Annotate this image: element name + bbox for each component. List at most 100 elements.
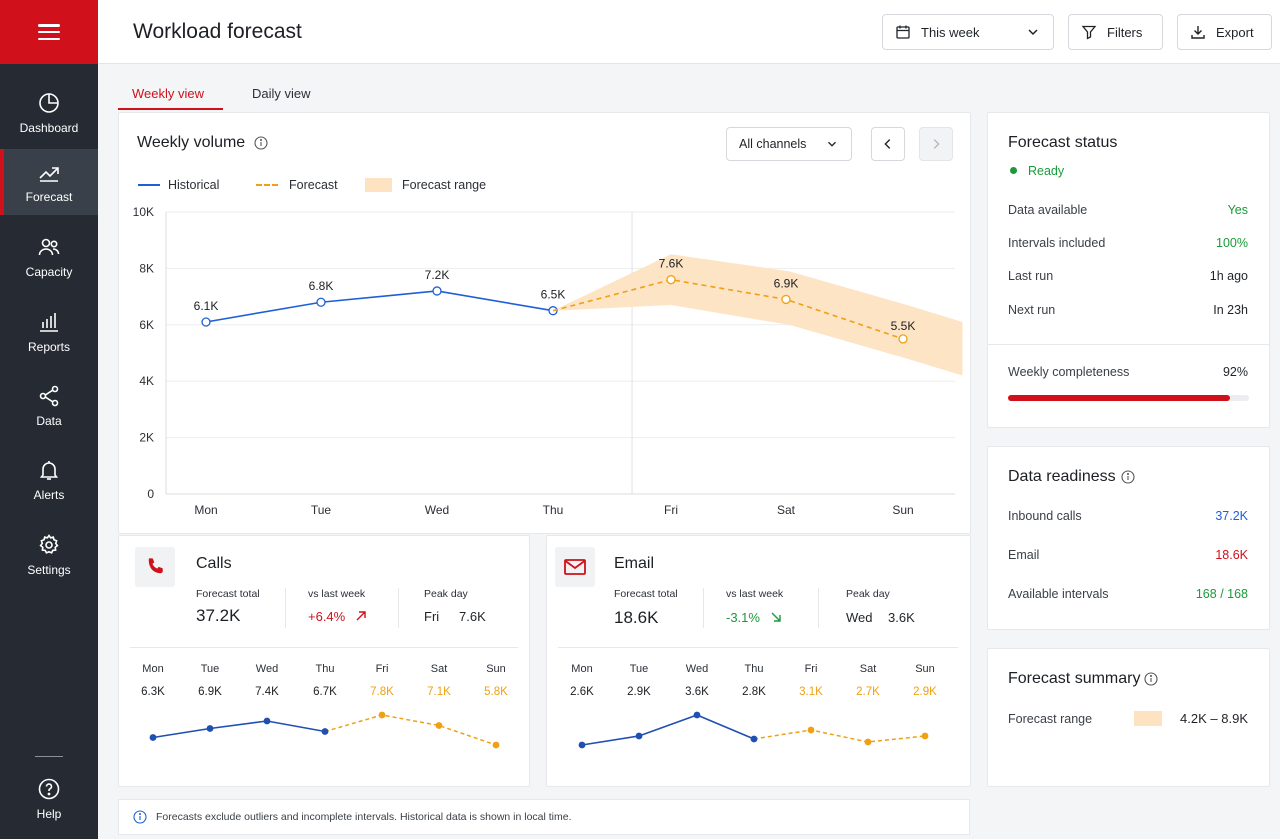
sidebar-item-forecast[interactable]: Forecast (0, 149, 98, 215)
menu-button[interactable] (0, 0, 98, 64)
legend-forecast: Forecast (256, 178, 338, 192)
calls-day-value: 7.1K (427, 686, 451, 698)
data-label: 5.5K (891, 319, 916, 333)
data-point (898, 334, 908, 344)
email-day-value: 3.6K (685, 686, 709, 698)
divider (703, 588, 704, 628)
x-tick-label: Thu (543, 503, 564, 517)
sidebar-item-dashboard[interactable]: Dashboard (0, 80, 98, 146)
sidebar-item-label: Settings (27, 563, 71, 577)
calls-vs-text: +6.4% (308, 609, 346, 624)
status-row-label: Intervals included (1008, 236, 1106, 250)
calls-icon-tile (135, 547, 175, 587)
readiness-row-label: Inbound calls (1008, 509, 1082, 523)
readiness-row-label: Available intervals (1008, 587, 1109, 601)
email-day-label: Mon (571, 663, 593, 675)
calls-title: Calls (196, 555, 232, 572)
tab-weekly-view[interactable]: Weekly view (132, 86, 205, 101)
info-icon[interactable] (1121, 470, 1135, 484)
legend-range-label: Forecast range (402, 178, 487, 192)
status-row-label: Last run (1008, 269, 1054, 283)
sidebar-item-capacity[interactable]: Capacity (0, 224, 98, 290)
status-row-value: In 23h (1213, 303, 1248, 317)
sidebar-item-data[interactable]: Data (0, 373, 98, 439)
readiness-row-value: 37.2K (1215, 509, 1248, 523)
ready-status-dot (1010, 167, 1017, 174)
calls-day-label: Tue (200, 663, 220, 675)
forecast-summary-title: Forecast summary (1008, 670, 1141, 687)
trend-line-icon (39, 167, 59, 182)
ready-status-text: Ready (1028, 164, 1065, 178)
calls-data-point (149, 734, 157, 741)
completeness-label: Weekly completeness (1008, 365, 1130, 379)
email-day-value: 2.7K (856, 686, 880, 698)
calls-vs-label: vs last week (308, 588, 366, 600)
sidebar-item-label: Help (36, 807, 62, 821)
export-button[interactable]: Export (1177, 14, 1272, 50)
divider (818, 588, 819, 628)
calls-day-value: 6.7K (313, 686, 337, 698)
email-sparkline (578, 711, 929, 749)
calls-vs-value: +6.4% (308, 609, 367, 624)
divider (130, 647, 518, 648)
info-icon[interactable] (1144, 672, 1158, 686)
y-tick-label: 2K (139, 431, 154, 445)
legend-range-swatch (365, 178, 392, 192)
calls-day-label: Wed (255, 663, 279, 675)
calls-day-value: 5.8K (484, 686, 508, 698)
email-day-value: 2.9K (913, 686, 937, 698)
tab-daily-view[interactable]: Daily view (252, 86, 311, 101)
filters-button[interactable]: Filters (1068, 14, 1163, 50)
users-icon (38, 238, 60, 256)
legend-forecast-swatch (256, 184, 278, 186)
date-range-value: This week (921, 24, 980, 40)
date-range-select[interactable]: This week (882, 14, 1054, 50)
calls-card (118, 535, 530, 787)
mail-icon (564, 559, 586, 575)
info-icon (133, 810, 147, 824)
divider (398, 588, 399, 628)
legend-historical: Historical (138, 178, 219, 192)
email-historical-line (581, 714, 755, 746)
calls-peak-day: Fri (424, 609, 440, 624)
hamburger-icon (38, 24, 60, 40)
status-divider (988, 344, 1269, 345)
sidebar-item-alerts[interactable]: Alerts (0, 447, 98, 513)
email-forecast-total: 18.6K (614, 608, 659, 627)
y-tick-label: 6K (139, 318, 154, 332)
divider (285, 588, 286, 628)
sidebar-item-label: Reports (27, 340, 71, 354)
email-data-point (807, 726, 815, 734)
arrow-up-right-icon (356, 611, 366, 621)
channel-select[interactable]: All channels (726, 127, 852, 161)
sidebar: Dashboard Forecast Capacity Reports Data… (0, 0, 98, 839)
sidebar-item-help[interactable]: Help (0, 766, 98, 832)
calls-data-point (435, 722, 443, 729)
email-day-label: Wed (685, 663, 709, 675)
readiness-row-value: 18.6K (1215, 548, 1248, 562)
calls-forecast-line (324, 714, 497, 746)
export-label: Export (1216, 24, 1254, 40)
email-forecast-total-label: Forecast total (614, 588, 678, 600)
summary-range-swatch (1134, 711, 1162, 726)
sidebar-item-reports[interactable]: Reports (0, 299, 98, 365)
previous-week-button[interactable] (871, 127, 905, 161)
forecast-status-card (987, 112, 1270, 428)
historical-line (205, 290, 554, 323)
calls-peak-label: Peak day (424, 588, 468, 600)
x-tick-label: Sun (892, 503, 913, 517)
legend-historical-label: Historical (168, 178, 220, 192)
sidebar-item-settings[interactable]: Settings (0, 522, 98, 588)
calls-day-value: 6.9K (198, 686, 222, 698)
calls-data-point (321, 728, 329, 735)
legend-historical-swatch (138, 184, 160, 186)
info-icon[interactable] (254, 136, 268, 150)
share-nodes-icon (39, 385, 59, 407)
next-week-button[interactable] (919, 127, 953, 161)
download-icon (1191, 26, 1205, 39)
email-data-point (635, 732, 643, 740)
x-tick-label: Fri (664, 503, 678, 517)
completeness-progress-track (1008, 395, 1249, 401)
sidebar-item-label: Data (36, 414, 62, 428)
page-title: Workload forecast (133, 20, 302, 43)
